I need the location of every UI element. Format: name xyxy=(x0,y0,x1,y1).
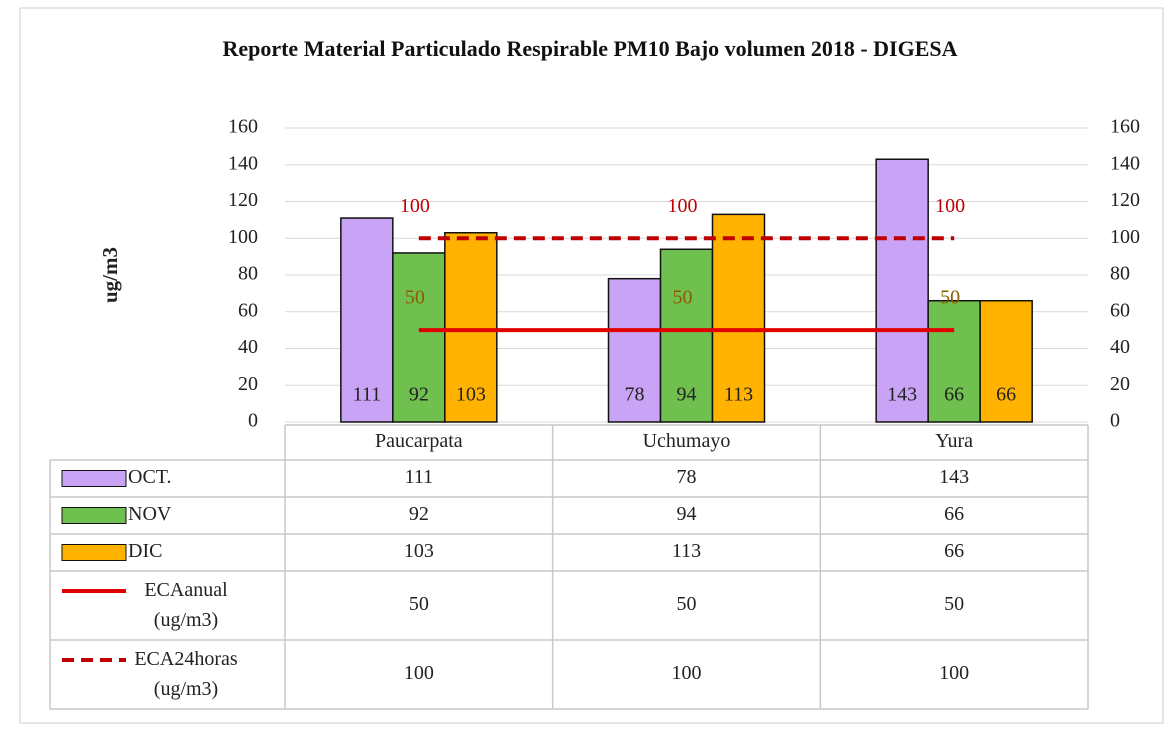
y2-tick-label: 100 xyxy=(1110,226,1140,248)
legend-label: OCT. xyxy=(128,466,172,488)
bar-value-label: 78 xyxy=(625,384,645,406)
y-tick-label: 100 xyxy=(228,226,258,248)
bar xyxy=(927,299,981,423)
bar-value-label: 66 xyxy=(944,384,964,406)
y-tick-label: 80 xyxy=(238,263,258,285)
bar xyxy=(875,158,929,423)
legend-label-box: ECAanual (ug/m3) xyxy=(144,579,228,631)
legend-swatch xyxy=(61,507,127,524)
table-value: 143 xyxy=(939,466,969,488)
table-value: 50 xyxy=(944,593,964,615)
y2-tick-label: 160 xyxy=(1110,116,1140,138)
bar-value-label: 92 xyxy=(409,384,429,406)
table-value: 66 xyxy=(944,540,964,562)
bar xyxy=(340,217,394,423)
bar xyxy=(711,213,766,423)
legend-swatch xyxy=(61,470,127,487)
table-value: 50 xyxy=(677,593,697,615)
legend-label-box: ECA24horas (ug/m3) xyxy=(134,648,238,700)
line-value-label: 100 xyxy=(400,195,430,217)
y2-tick-label: 80 xyxy=(1110,263,1130,285)
bar-value-label: 143 xyxy=(887,384,917,406)
y2-tick-label: 20 xyxy=(1110,373,1130,395)
bar xyxy=(392,252,446,423)
bar-value-label: 94 xyxy=(677,384,697,406)
table-value: 100 xyxy=(672,662,702,684)
table-value: 100 xyxy=(404,662,434,684)
bar-value-label: 113 xyxy=(724,384,753,406)
chart-title: Reporte Material Particulado Respirable … xyxy=(222,36,958,61)
table-value: 113 xyxy=(672,540,701,562)
legend-label: NOV xyxy=(128,503,172,525)
bar-value-label: 103 xyxy=(456,384,486,406)
bar xyxy=(444,231,498,423)
y2-tick-label: 0 xyxy=(1110,410,1120,432)
line-value-label: 50 xyxy=(405,287,425,309)
x-tick-label: Yura xyxy=(935,430,973,452)
y2-tick-label: 40 xyxy=(1110,336,1130,358)
line-value-label: 50 xyxy=(673,287,693,309)
bar-value-label: 111 xyxy=(353,384,382,406)
line-value-label: 50 xyxy=(940,287,960,309)
table-value: 103 xyxy=(404,540,434,562)
legend-swatch xyxy=(61,544,127,561)
bar xyxy=(979,299,1033,423)
table-value: 92 xyxy=(409,503,429,525)
y-tick-label: 20 xyxy=(238,373,258,395)
y2-tick-label: 120 xyxy=(1110,189,1140,211)
legend-label: DIC xyxy=(128,540,162,562)
table-value: 111 xyxy=(405,466,434,488)
table-value: 50 xyxy=(409,593,429,615)
line-value-label: 100 xyxy=(935,195,965,217)
bar xyxy=(607,277,662,423)
line-value-label: 100 xyxy=(668,195,698,217)
legend-label: ECA24horas (ug/m3) xyxy=(134,648,238,700)
legend-label: ECAanual (ug/m3) xyxy=(144,579,228,631)
table-value: 94 xyxy=(677,503,697,525)
y2-tick-label: 60 xyxy=(1110,299,1130,321)
y-tick-label: 0 xyxy=(248,410,258,432)
y-axis-label: ug/m3 xyxy=(98,247,122,303)
y-tick-label: 140 xyxy=(228,152,258,174)
y-tick-label: 40 xyxy=(238,336,258,358)
bar xyxy=(659,248,714,423)
x-tick-label: Paucarpata xyxy=(375,430,463,452)
y2-tick-label: 140 xyxy=(1110,152,1140,174)
y-tick-label: 60 xyxy=(238,299,258,321)
table-value: 100 xyxy=(939,662,969,684)
bar-value-label: 66 xyxy=(996,384,1016,406)
x-tick-label: Uchumayo xyxy=(643,430,731,452)
y-tick-label: 160 xyxy=(228,116,258,138)
y-tick-label: 120 xyxy=(228,189,258,211)
table-value: 78 xyxy=(677,466,697,488)
table-value: 66 xyxy=(944,503,964,525)
